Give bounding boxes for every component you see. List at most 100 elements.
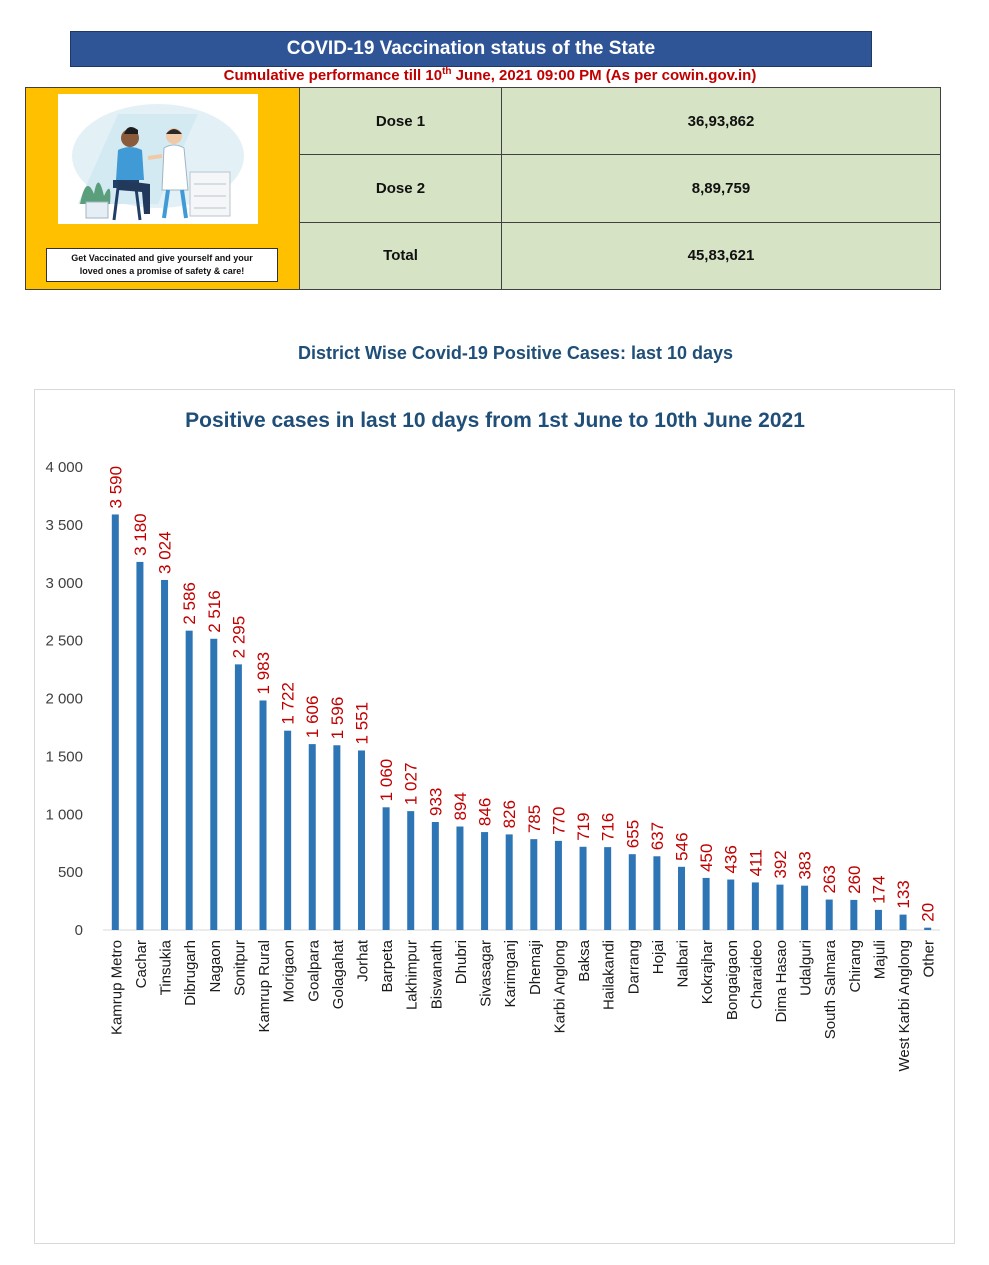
page-title-banner: COVID-19 Vaccination status of the State: [70, 31, 872, 67]
bar-value-label: 3 180: [131, 513, 150, 556]
x-tick-label: Other: [921, 940, 938, 978]
x-tick-label: Baksa: [576, 939, 593, 981]
bar-value-label: 450: [697, 844, 716, 872]
subtitle-sup: th: [442, 66, 452, 77]
y-tick-label: 1 000: [45, 806, 83, 823]
y-tick-label: 2 000: [45, 691, 83, 708]
bar-value-label: 894: [451, 792, 470, 820]
bar-chart: Positive cases in last 10 days from 1st …: [45, 409, 940, 1071]
vaccination-illustration-icon: [72, 104, 244, 221]
subtitle-pre: Cumulative performance till 10: [223, 67, 443, 84]
x-tick-label: Kamrup Metro: [108, 940, 125, 1035]
x-tick-label: Lakhimpur: [404, 940, 421, 1010]
dose-value: 36,93,862: [687, 112, 755, 130]
x-tick-label: Karimganj: [502, 940, 519, 1008]
bar-value-label: 1 060: [377, 759, 396, 802]
bar-value-label: 846: [476, 798, 495, 826]
bar-value-label: 2 586: [180, 582, 199, 625]
bar: [825, 899, 833, 930]
bar-value-label: 1 551: [352, 702, 371, 745]
bar-value-label: 2 295: [229, 616, 248, 659]
x-tick-label: Cachar: [133, 940, 150, 988]
y-tick-label: 0: [75, 922, 83, 939]
bar-value-label: 637: [648, 822, 667, 850]
bar-value-label: 3 590: [106, 466, 125, 509]
bar: [678, 866, 686, 930]
dose-row: Dose 1 36,93,862: [300, 88, 940, 155]
bar: [628, 854, 636, 930]
bar-value-label: 2 516: [205, 590, 224, 633]
bar: [604, 847, 612, 930]
bar: [653, 856, 661, 930]
dose-value: 8,89,759: [691, 179, 751, 197]
bar-value-label: 260: [845, 866, 864, 894]
x-tick-label: Nalbari: [675, 940, 692, 988]
bar: [924, 927, 932, 930]
bar: [899, 914, 907, 930]
vaccination-illustration: [58, 94, 258, 224]
y-tick-label: 500: [58, 864, 83, 881]
bar: [136, 561, 144, 930]
bar: [505, 834, 513, 930]
x-tick-label: Chirang: [847, 940, 864, 993]
page-subtitle: Cumulative performance till 10th June, 2…: [70, 66, 910, 84]
bar: [776, 884, 784, 930]
x-tick-label: Golagahat: [330, 939, 347, 1009]
bar: [751, 882, 759, 930]
dose-label: Total: [300, 222, 502, 289]
x-tick-label: Goalpara: [305, 939, 322, 1001]
bar: [185, 630, 193, 930]
bar: [554, 840, 562, 930]
y-tick-label: 1 500: [45, 748, 83, 765]
bar: [284, 730, 292, 930]
bar: [801, 885, 809, 930]
x-tick-label: Bongaigaon: [724, 940, 741, 1020]
dose-row: Total 45,83,621: [300, 221, 940, 289]
x-tick-label: Karbi Anglong: [551, 940, 568, 1033]
bar-value-label: 1 983: [254, 652, 273, 695]
bar: [456, 826, 464, 930]
bar-value-label: 1 596: [328, 697, 347, 740]
x-tick-label: Morigaon: [281, 940, 298, 1003]
x-tick-label: Hojai: [650, 940, 667, 974]
x-tick-label: Dima Hasao: [773, 940, 790, 1023]
y-tick-label: 2 500: [45, 633, 83, 650]
bar-value-label: 719: [574, 812, 593, 840]
bar-value-label: 716: [599, 813, 618, 841]
y-tick-label: 3 000: [45, 575, 83, 592]
x-tick-label: Hailakandi: [601, 940, 618, 1010]
bar-value-label: 933: [426, 788, 445, 816]
x-tick-label: Sonitpur: [231, 940, 248, 996]
x-tick-label: Charaideo: [748, 940, 765, 1009]
bar: [481, 832, 489, 930]
bar-value-label: 20: [919, 903, 938, 922]
bar: [357, 750, 365, 930]
bar-value-label: 174: [869, 875, 888, 903]
bar-value-label: 1 606: [303, 696, 322, 739]
bar-value-label: 770: [549, 806, 568, 834]
poster-caption-line1: Get Vaccinated and give yourself and you…: [71, 253, 253, 263]
bar: [111, 514, 119, 930]
dose-row: Dose 2 8,89,759: [300, 154, 940, 222]
x-tick-label: Sivasagar: [478, 940, 495, 1007]
bar-value-label: 785: [525, 805, 544, 833]
subtitle-post: June, 2021 09:00 PM (As per cowin.gov.in…: [451, 67, 757, 84]
page-title: COVID-19 Vaccination status of the State: [286, 38, 656, 59]
x-tick-label: Dibrugarh: [182, 940, 199, 1006]
dose-label: Dose 2: [300, 155, 502, 222]
y-tick-label: 3 500: [45, 517, 83, 534]
x-tick-label: Jorhat: [354, 939, 371, 982]
bar-value-label: 392: [771, 850, 790, 878]
bar: [234, 664, 242, 930]
x-tick-label: Darrang: [625, 940, 642, 994]
bar-value-label: 655: [623, 820, 642, 848]
x-tick-label: Majuli: [871, 940, 888, 979]
bar-value-label: 436: [722, 845, 741, 873]
section-heading: District Wise Covid-19 Positive Cases: l…: [297, 343, 734, 363]
x-tick-label: West Karbi Anglong: [896, 940, 913, 1071]
bar: [702, 877, 710, 930]
vaccination-poster: Get Vaccinated and give yourself and you…: [26, 88, 300, 289]
x-tick-label: Udalguri: [798, 940, 815, 996]
dose-value: 45,83,621: [687, 247, 755, 265]
bar-value-label: 1 722: [279, 682, 298, 725]
